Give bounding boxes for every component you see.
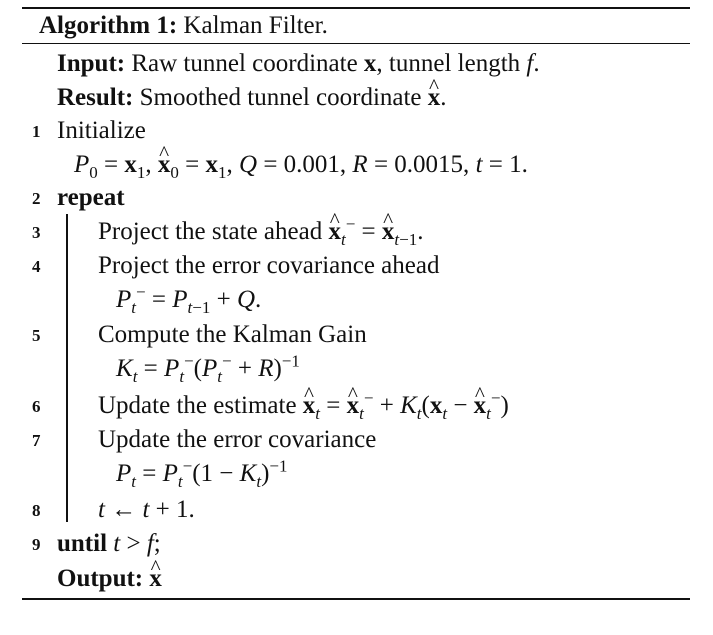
eq-p: P xyxy=(74,151,90,178)
result-text: Smoothed tunnel coordinate xyxy=(139,84,422,111)
line-number-1: 1 xyxy=(32,122,41,141)
line-6: Update the estimate xt = xt− + Kt(xt − x… xyxy=(98,390,509,422)
line-number-4: 4 xyxy=(32,257,41,276)
line-6-text: Update the estimate xyxy=(98,392,297,419)
eq-r-value: = 0.0015, xyxy=(367,151,476,178)
line-3: Project the state ahead xt− = xt−1. xyxy=(98,216,423,248)
line-number-8: 8 xyxy=(32,501,41,520)
eq-q: Q xyxy=(239,151,258,178)
initialize-text: Initialize xyxy=(57,117,146,144)
line-5-text: Compute the Kalman Gain xyxy=(98,321,367,348)
result-var: x xyxy=(428,85,441,110)
line-number-2: 2 xyxy=(32,189,41,208)
repeat-block-bar xyxy=(66,214,68,522)
line-number-5: 5 xyxy=(32,326,41,345)
eq-comma: , xyxy=(145,151,158,178)
eq-x: x xyxy=(124,151,137,178)
eq-sub: 0 xyxy=(89,163,98,182)
until-keyword: until xyxy=(57,530,108,557)
output-var: x xyxy=(149,566,162,591)
repeat-keyword: repeat xyxy=(57,184,125,211)
increment-eq: t ← t + 1. xyxy=(98,496,195,523)
algorithm-label: Algorithm 1: xyxy=(39,12,178,39)
input-var-x: x xyxy=(363,50,377,77)
state-projection-eq: xt− = xt−1. xyxy=(328,216,423,248)
eq-t-value: = 1. xyxy=(482,151,528,178)
until-line: until t > f; xyxy=(57,531,161,556)
line-number-3: 3 xyxy=(32,223,41,242)
bottom-rule xyxy=(22,598,690,600)
output-label: Output: xyxy=(57,565,144,592)
line-number-7: 7 xyxy=(32,431,41,450)
algorithm-header: Algorithm 1: Kalman Filter. xyxy=(39,13,328,38)
input-line: Input: Raw tunnel coordinate x, tunnel l… xyxy=(57,51,540,76)
line-4-text: Project the error covariance ahead xyxy=(98,252,440,279)
line-number-6: 6 xyxy=(32,397,41,416)
eq-sub: 1 xyxy=(136,163,146,182)
input-period: . xyxy=(533,50,540,77)
eq-t: t xyxy=(475,151,483,178)
line-number-9: 9 xyxy=(32,535,41,554)
init-equation: P0 = x1, x0 = x1, Q = 0.001, R = 0.0015,… xyxy=(74,151,528,181)
input-label: Input: xyxy=(57,50,126,77)
covariance-projection-eq: Pt− = Pt−1 + Q. xyxy=(116,282,262,317)
result-label: Result: xyxy=(57,84,134,111)
output-line: Output: x xyxy=(57,566,162,591)
eq-comma: , xyxy=(226,151,239,178)
estimate-update-eq: xt = xt− + Kt(xt − xt−) xyxy=(303,390,509,422)
header-rule xyxy=(22,43,690,44)
eq-r: R xyxy=(352,151,368,178)
result-period: . xyxy=(440,84,447,111)
eq-op: = xyxy=(178,151,206,178)
input-var-f: f xyxy=(526,50,534,77)
algorithm-title: Kalman Filter. xyxy=(183,12,328,39)
eq-xhat: x xyxy=(158,152,171,177)
eq-sub: 0 xyxy=(170,163,179,182)
kalman-gain-eq: Kt = Pt−(Pt− + R)−1 xyxy=(116,351,300,386)
eq-x: x xyxy=(205,151,219,178)
eq-sub: 1 xyxy=(218,163,227,182)
eq-op: = xyxy=(97,151,125,178)
input-text: Raw tunnel coordinate xyxy=(131,50,358,77)
line-7-text: Update the error covariance xyxy=(98,426,377,453)
input-text-b: , tunnel length xyxy=(376,50,521,77)
top-rule xyxy=(22,7,690,9)
line-3-text: Project the state ahead xyxy=(98,218,323,245)
eq-q-value: = 0.001, xyxy=(257,151,353,178)
result-line: Result: Smoothed tunnel coordinate x. xyxy=(57,85,447,110)
until-condition: t > f; xyxy=(113,530,161,557)
covariance-update-eq: Pt = Pt−(1 − Kt)−1 xyxy=(116,456,288,491)
